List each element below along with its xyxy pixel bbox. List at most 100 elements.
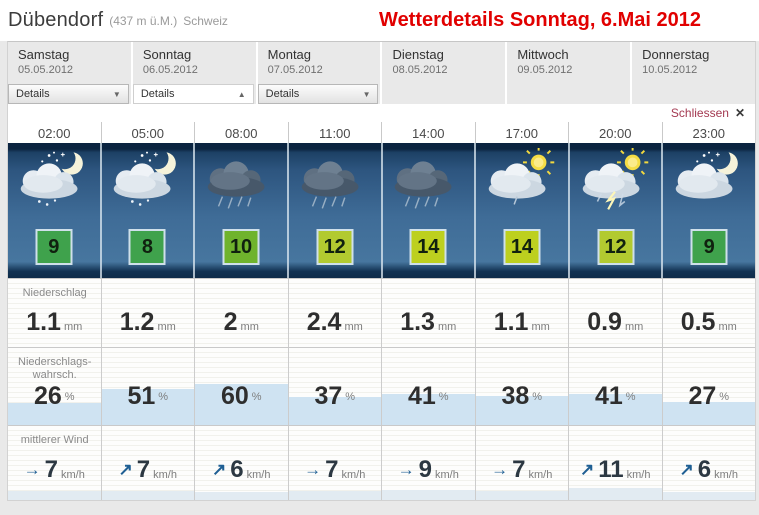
weather-icon-cloud-moon [665, 148, 753, 217]
probability-unit: % [438, 391, 449, 403]
location-elevation: (437 m ü.M.) [109, 13, 178, 28]
wind-row-label: mittlerer Wind [20, 434, 89, 446]
precipitation-unit: mm [240, 320, 259, 333]
wind-bar [195, 492, 288, 500]
temperature-badge: 12 [316, 229, 354, 265]
wind-bar [569, 488, 662, 500]
precipitation-value-cell: 2 mm [195, 279, 289, 347]
precipitation-probability-cell: 38% [475, 348, 569, 425]
forecast-column: 10 [195, 143, 289, 278]
precipitation-probability-cell: 27% [662, 348, 755, 425]
wind-direction-arrow-icon: → [304, 460, 322, 479]
wind-cell: ↗ 6 km/h [662, 426, 755, 500]
day-tab-sonntag[interactable]: Sonntag 06.05.2012 Details ▲ [132, 42, 256, 104]
wind-cell: → 9 km/h [382, 426, 476, 500]
wind-direction-arrow-icon: → [397, 460, 415, 479]
precipitation-probability-cell: 37% [288, 348, 382, 425]
day-name: Sonntag [142, 47, 192, 62]
weather-icon-rain-cloud [291, 148, 379, 217]
probability-bar [288, 397, 381, 425]
wind-cell: ↗ 11 km/h [569, 426, 663, 500]
temperature-badge: 9 [690, 229, 728, 265]
probability-unit: % [158, 391, 169, 403]
wind-bar [101, 491, 194, 500]
day-tab-dienstag[interactable]: Dienstag 08.05.2012 [382, 42, 506, 104]
wind-unit: km/h [246, 468, 271, 481]
precipitation-probability-cell: 60% [195, 348, 289, 425]
hour-label: 02:00 [8, 122, 102, 143]
day-tab-montag[interactable]: Montag 07.05.2012 Details ▼ [257, 42, 381, 104]
day-date: 08.05.2012 [392, 64, 448, 76]
day-tab-mittwoch[interactable]: Mittwoch 09.05.2012 [507, 42, 631, 104]
precipitation-probability-cell: 26% [8, 348, 102, 425]
wind-unit: km/h [626, 468, 651, 481]
hour-label: 17:00 [476, 122, 569, 143]
weather-icon-rain-cloud [197, 148, 285, 217]
day-tab-samstag[interactable]: Samstag 05.05.2012 Details ▼ [8, 42, 131, 104]
wind-unit: km/h [61, 468, 85, 481]
wind-cell: → 7 km/h [8, 426, 102, 500]
weather-icon-thunder-cloud [572, 146, 660, 217]
day-tabs: Samstag 05.05.2012 Details ▼ Sonntag 06.… [8, 42, 755, 104]
day-name: Montag [267, 47, 312, 62]
wind-speed-value: 7 [136, 456, 151, 483]
wind-direction-arrow-icon: → [23, 460, 41, 479]
forecast-column: 12 [289, 143, 383, 278]
probability-value: 41 [407, 382, 436, 410]
probability-value: 41 [594, 382, 623, 410]
details-dropdown-samstag[interactable]: Details ▼ [8, 84, 129, 104]
forecast-column: 8 [102, 143, 196, 278]
precipitation-value: 1.1 [26, 307, 61, 336]
wind-direction-arrow-icon: ↗ [679, 460, 694, 479]
temperature-badge: 8 [128, 229, 166, 265]
probability-value: 38 [501, 382, 530, 410]
chevron-down-icon: ▼ [112, 89, 121, 99]
day-date: 09.05.2012 [517, 64, 573, 76]
forecast-column: 14 [476, 143, 570, 278]
wind-cell: → 7 km/h [475, 426, 569, 500]
hours-header-row: 02:00 05:00 08:00 11:00 14:00 17:00 20:00 23:00 [8, 122, 755, 143]
precipitation-probability-cell: 51% [101, 348, 195, 425]
precipitation-unit: mm [531, 320, 550, 333]
wind-speed-value: 7 [512, 456, 526, 483]
precipitation-row: Niederschlag 1.1 mm 1.2 mm 2 mm 2.4 mm 1.3 mm 1.1 m… [8, 278, 755, 347]
precipitation-probability-cell: 41% [382, 348, 476, 425]
hour-label: 08:00 [195, 122, 289, 143]
precipitation-value-cell: 1.3 mm [382, 279, 476, 347]
probability-unit: % [64, 391, 75, 403]
probability-bar [662, 402, 755, 425]
wind-speed-value: 6 [697, 456, 712, 483]
precipitation-value-cell: 0.9 mm [569, 279, 663, 347]
forecast-column: 12 [570, 143, 664, 278]
weather-icon-sun-cloud [478, 146, 566, 217]
label-line1: Niederschlags- [18, 356, 92, 368]
precipitation-row-label: Niederschlag [22, 287, 87, 299]
forecast-column: 9 [663, 143, 755, 278]
day-name: Donnerstag [642, 47, 710, 62]
wind-unit: km/h [153, 468, 177, 481]
wind-bar [382, 490, 475, 500]
close-label: Schliessen [670, 106, 729, 120]
precipitation-value-cell: 0.5 mm [663, 279, 756, 347]
probability-unit: % [532, 391, 543, 403]
forecast-column: 9 [8, 143, 102, 278]
wind-speed-value: 9 [418, 456, 432, 483]
precipitation-probability-row: Niederschlags- wahrsch. 26% 51% 60% 37% 41% 3… [8, 347, 755, 425]
precipitation-value-cell: 1.1 mm [8, 279, 102, 347]
probability-bar [569, 394, 662, 425]
details-dropdown-sonntag[interactable]: Details ▲ [132, 84, 254, 104]
precipitation-unit: mm [624, 320, 644, 333]
hour-label: 14:00 [382, 122, 476, 143]
details-label: Details [140, 88, 175, 100]
probability-value: 60 [220, 382, 249, 410]
precipitation-value: 2.4 [306, 307, 342, 336]
probability-bar [475, 396, 568, 425]
probability-value: 27 [688, 382, 717, 410]
precipitation-value: 2 [223, 307, 238, 336]
close-details-link[interactable]: Schliessen ✕ [671, 106, 745, 120]
day-tab-donnerstag[interactable]: Donnerstag 10.05.2012 [632, 42, 755, 104]
details-dropdown-montag[interactable]: Details ▼ [257, 84, 379, 104]
probability-value: 26 [33, 382, 62, 410]
precipitation-value: 0.9 [587, 307, 622, 336]
temperature-badge: 12 [597, 229, 635, 265]
